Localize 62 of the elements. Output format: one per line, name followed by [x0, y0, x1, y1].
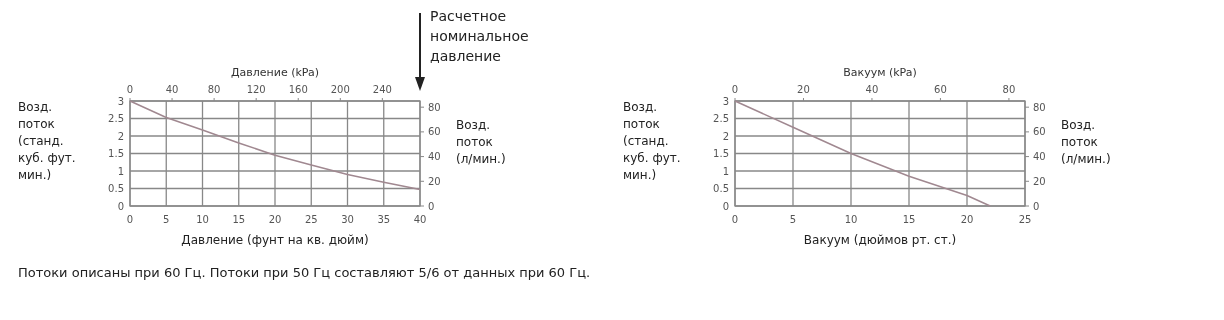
x2-tick-label: 0 — [731, 84, 739, 95]
y-tick-label: 0 — [117, 200, 124, 212]
x-tick-label: 5 — [163, 214, 170, 225]
y-tick-label: 1 — [117, 165, 124, 177]
y2-axis-title: Возд. поток (л/мин.) — [1061, 118, 1111, 166]
y2-tick-label: 0 — [428, 200, 435, 212]
x2-tick-label: 20 — [797, 84, 810, 95]
y-tick-label: 2 — [117, 130, 124, 142]
x2-axis-title: Вакуум (kPa) — [843, 66, 917, 79]
x-tick-label: 25 — [1018, 214, 1032, 225]
x-tick-label: 20 — [960, 214, 974, 225]
y-axis-title: Возд. поток (станд. куб. фут. мин.) — [623, 100, 681, 182]
x-tick-label: 35 — [377, 214, 391, 225]
x-tick-label: 0 — [126, 214, 134, 225]
y2-tick-label: 0 — [1033, 200, 1040, 212]
y2-tick-label: 40 — [1033, 151, 1046, 163]
text: Расчетное номинальное давление — [430, 8, 529, 64]
y2-tick-label: 60 — [428, 126, 441, 138]
text: Потоки описаны при 60 Гц. Потоки при 50 Гц составляют 5/6 от данных при 60 Гц. — [18, 265, 591, 280]
x2-tick-label: 80 — [207, 84, 221, 95]
x-axis-title: Давление (фунт на кв. дюйм) — [181, 233, 369, 247]
y-tick-label: 0 — [722, 200, 729, 212]
line-series — [734, 100, 991, 207]
y-tick-label: 2.5 — [713, 113, 729, 124]
x-tick-label: 15 — [902, 214, 916, 225]
y2-tick-label: 20 — [1033, 175, 1046, 187]
y2-tick-label: 80 — [428, 101, 441, 113]
y-tick-label: 2.5 — [108, 113, 124, 124]
x-tick-label: 0 — [731, 214, 739, 225]
x2-tick-label: 60 — [934, 84, 947, 95]
x-tick-label: 10 — [196, 214, 209, 225]
y-axis-title: Возд. поток (станд. куб. фут. мин.) — [18, 100, 76, 182]
x-tick-label: 10 — [844, 214, 858, 225]
y-tick-label: 3 — [117, 95, 124, 107]
x2-tick-label: 80 — [1002, 84, 1016, 95]
y2-tick-label: 80 — [1033, 101, 1046, 113]
y2-axis-title: Возд. поток (л/мин.) — [456, 118, 506, 166]
x-tick-label: 5 — [789, 214, 797, 225]
x2-tick-label: 120 — [246, 84, 266, 95]
y2-tick-label: 60 — [1033, 126, 1046, 138]
x2-tick-label: 40 — [165, 84, 179, 95]
y-tick-label: 1.5 — [713, 148, 729, 159]
y-tick-label: 1.5 — [108, 148, 124, 159]
x2-tick-label: 0 — [126, 84, 134, 95]
x-tick-label: 25 — [304, 214, 318, 225]
x-axis-title: Вакуум (дюймов рт. ст.) — [803, 233, 957, 247]
x-tick-label: 20 — [268, 214, 282, 225]
x2-tick-label: 240 — [372, 84, 392, 95]
y2-tick-label: 40 — [428, 151, 441, 163]
y-tick-label: 0.5 — [108, 183, 124, 194]
y2-tick-label: 20 — [428, 175, 441, 187]
y-tick-label: 0.5 — [713, 183, 729, 194]
x2-tick-label: 200 — [330, 84, 350, 95]
y-tick-label: 3 — [722, 95, 729, 107]
x2-axis-title: Давление (kPa) — [230, 66, 320, 79]
y-tick-label: 2 — [722, 130, 729, 142]
x2-tick-label: 40 — [865, 84, 879, 95]
x-tick-label: 30 — [341, 214, 354, 225]
x-tick-label: 15 — [232, 214, 246, 225]
x2-tick-label: 160 — [288, 84, 308, 95]
y-tick-label: 1 — [722, 165, 729, 177]
x-tick-label: 40 — [413, 214, 427, 225]
